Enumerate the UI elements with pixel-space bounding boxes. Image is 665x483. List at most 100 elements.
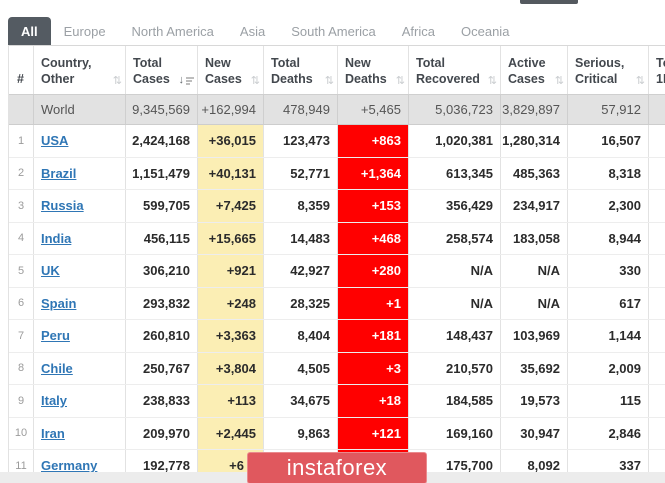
tab-south-america[interactable]: South America: [291, 23, 376, 39]
rank-cell: 6: [9, 287, 34, 319]
new-deaths-cell: +181: [338, 320, 409, 352]
column-header-rank: #: [9, 46, 34, 94]
sort-arrows-icon[interactable]: ⇅: [554, 75, 564, 87]
tab-all[interactable]: All: [8, 17, 51, 45]
column-header-country[interactable]: Country, Other ⇅: [34, 46, 126, 94]
new-deaths-cell: +468: [338, 222, 409, 254]
total-recovered-cell: 169,160: [409, 417, 501, 449]
world-active-cases-cell: 3,829,897: [501, 95, 568, 124]
new-cases-cell: +7,425: [198, 190, 264, 222]
total-cases-cell: 599,705: [126, 190, 198, 222]
total-cases-cell: 293,832: [126, 287, 198, 319]
rank-cell: 8: [9, 352, 34, 384]
sort-arrows-icon[interactable]: ⇅: [635, 75, 645, 87]
column-header-new-deaths[interactable]: New Deaths ⇅: [338, 46, 409, 94]
total-deaths-cell: 9,863: [264, 417, 338, 449]
new-cases-cell: +921: [198, 255, 264, 287]
column-header-label: Recovered: [416, 71, 480, 86]
world-country-cell: World: [34, 95, 126, 124]
new-deaths-cell: +1: [338, 287, 409, 319]
column-header-label: Critical: [575, 71, 618, 86]
country-link[interactable]: Iran: [41, 425, 65, 441]
column-header-active-cases[interactable]: Active Cases ⇅: [501, 46, 568, 94]
world-serious-critical-cell: 57,912: [568, 95, 649, 124]
active-cases-cell: 8,092: [501, 450, 568, 482]
sort-arrows-icon[interactable]: ⇅: [250, 75, 260, 87]
per-million-cell: [649, 385, 665, 417]
column-header-label: New: [345, 55, 371, 70]
instaforex-watermark: instaforex: [247, 452, 427, 483]
sort-arrows-icon[interactable]: ⇅: [112, 75, 122, 87]
new-cases-cell: +3,804: [198, 352, 264, 384]
total-cases-cell: 260,810: [126, 320, 198, 352]
country-link[interactable]: Spain: [41, 295, 77, 311]
per-million-cell: [649, 288, 665, 320]
country-link[interactable]: Italy: [41, 393, 68, 409]
table-row: 4 India 456,115 +15,665 14,483 +468 258,574 183…: [9, 222, 665, 255]
column-header-label: Country,: [41, 55, 92, 70]
column-header-total-deaths[interactable]: Total Deaths ⇅: [264, 46, 338, 94]
column-header-label: Serious,: [575, 55, 625, 70]
serious-critical-cell: 337: [568, 450, 649, 482]
total-deaths-cell: 52,771: [264, 157, 338, 189]
rank-cell: 1: [9, 125, 34, 157]
active-cases-cell: 19,573: [501, 385, 568, 417]
column-header-label: New: [205, 55, 231, 70]
rank-cell: 10: [9, 417, 34, 449]
serious-critical-cell: 8,318: [568, 157, 649, 189]
country-cell: Spain: [34, 287, 126, 319]
column-header-label: Cases: [133, 71, 170, 86]
column-header-label: Deaths: [345, 71, 387, 86]
total-deaths-cell: 8,404: [264, 320, 338, 352]
total-recovered-cell: 184,585: [409, 385, 501, 417]
total-recovered-cell: 148,437: [409, 320, 501, 352]
column-header-label: Total: [416, 55, 445, 70]
tab-africa[interactable]: Africa: [401, 23, 435, 39]
country-cell: Chile: [34, 352, 126, 384]
country-link[interactable]: Chile: [41, 360, 73, 376]
total-cases-cell: 306,210: [126, 255, 198, 287]
country-link[interactable]: India: [41, 230, 72, 246]
covid-countries-table: # Country, Other ⇅ Total Cases ↓ New Cases ⇅ Total…: [8, 45, 665, 483]
sort-descending-icon[interactable]: ↓: [179, 75, 194, 86]
country-cell: India: [34, 222, 126, 254]
country-link[interactable]: UK: [41, 263, 60, 279]
column-header-total-cases[interactable]: Total Cases ↓: [126, 46, 198, 94]
rank-cell: 2: [9, 157, 34, 189]
new-cases-cell: +3,363: [198, 320, 264, 352]
column-header-serious-critical[interactable]: Serious, Critical ⇅: [568, 46, 649, 94]
total-recovered-cell: 613,345: [409, 157, 501, 189]
column-header-new-cases[interactable]: New Cases ⇅: [198, 46, 264, 94]
column-header-label: Cases: [508, 71, 545, 86]
country-link[interactable]: Peru: [41, 328, 70, 344]
new-deaths-cell: +863: [338, 125, 409, 157]
total-recovered-cell: 356,429: [409, 190, 501, 222]
active-cases-cell: N/A: [501, 255, 568, 287]
new-cases-cell: +40,131: [198, 157, 264, 189]
active-cases-cell: 30,947: [501, 417, 568, 449]
tab-north-america[interactable]: North America: [131, 23, 214, 39]
column-header-label: 1M: [656, 71, 665, 86]
country-link[interactable]: USA: [41, 133, 69, 149]
tab-asia[interactable]: Asia: [239, 23, 266, 39]
rank-cell: 3: [9, 190, 34, 222]
per-million-cell: [649, 190, 665, 222]
total-recovered-cell: 210,570: [409, 352, 501, 384]
column-header-label: Total: [271, 55, 300, 70]
column-header-total-recovered[interactable]: Total Recovered ⇅: [409, 46, 501, 94]
sort-arrows-icon[interactable]: ⇅: [324, 75, 334, 87]
country-link[interactable]: Germany: [41, 458, 98, 474]
tab-oceania[interactable]: Oceania: [461, 23, 510, 39]
new-deaths-cell: +3: [338, 352, 409, 384]
sort-arrows-icon[interactable]: ⇅: [395, 75, 405, 87]
country-link[interactable]: Brazil: [41, 165, 77, 181]
country-cell: Brazil: [34, 157, 126, 189]
column-header-label: Deaths: [271, 71, 313, 86]
tab-europe[interactable]: Europe: [63, 23, 106, 39]
sort-arrows-icon[interactable]: ⇅: [487, 75, 497, 87]
total-recovered-cell: 1,020,381: [409, 125, 501, 157]
watermark-label: instaforex: [286, 455, 388, 480]
country-link[interactable]: Russia: [41, 198, 84, 214]
top-scrollbar-thumb[interactable]: [520, 0, 578, 4]
active-cases-cell: N/A: [501, 287, 568, 319]
